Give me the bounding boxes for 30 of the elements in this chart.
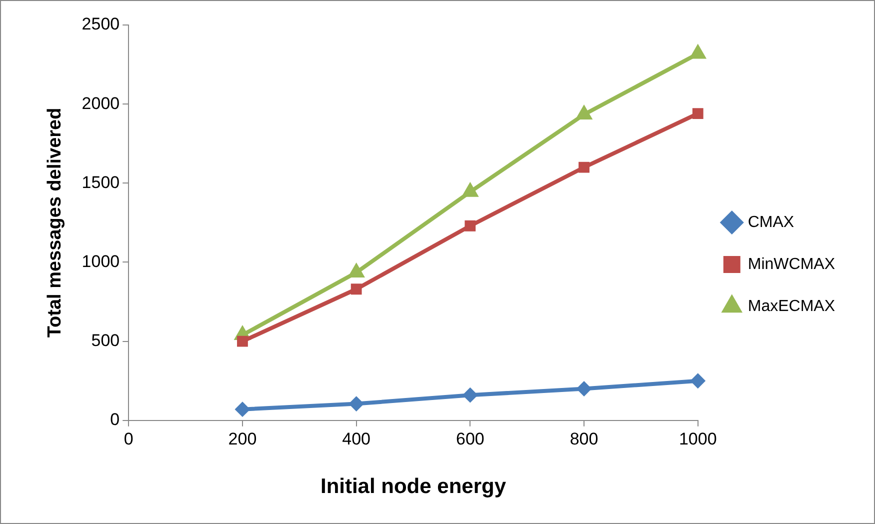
y-axis-title: Total messages delivered [44,108,66,338]
point [690,373,706,388]
legend-label: CMAX [748,214,794,231]
y-tick-label: 500 [91,331,120,350]
x-tick-label: 1000 [678,429,717,448]
point [464,220,476,232]
x-tick-label: 200 [228,429,257,448]
y-tick-label: 1000 [82,252,120,271]
point [462,388,478,403]
point [462,182,478,197]
y-tick-label: 1500 [82,172,120,192]
point [576,105,592,120]
x-tick-label: 800 [570,429,598,448]
x-tick-label: 600 [456,429,484,448]
y-tick-label: 2000 [82,94,120,113]
point [237,336,248,347]
point [348,263,365,278]
y-tick-label: 0 [110,410,120,430]
point [576,381,592,396]
point [350,284,362,295]
x-tick-label: 400 [342,429,371,448]
y-tick-label: 2500 [82,14,120,34]
point [578,162,590,173]
legend-label: MaxECMAX [748,298,836,315]
point [348,396,364,412]
legend-label: MinWCMAX [748,256,836,273]
point [234,402,250,417]
x-axis-title: Initial node energy [320,475,506,498]
point [690,44,706,59]
x-tick-label: 0 [124,429,134,448]
